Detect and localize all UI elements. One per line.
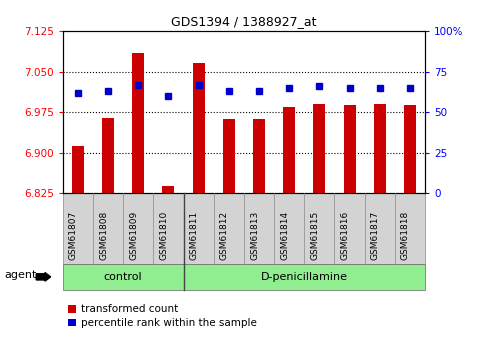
Bar <box>223 119 235 193</box>
Text: GSM61807: GSM61807 <box>69 211 78 260</box>
Text: percentile rank within the sample: percentile rank within the sample <box>81 318 257 327</box>
Text: agent: agent <box>5 270 37 280</box>
Bar <box>343 105 355 193</box>
Text: GSM61818: GSM61818 <box>401 211 410 260</box>
Text: GSM61815: GSM61815 <box>311 211 319 260</box>
Text: D-penicillamine: D-penicillamine <box>261 272 348 282</box>
Text: GSM61810: GSM61810 <box>159 211 169 260</box>
Bar <box>253 119 265 193</box>
Bar <box>404 105 416 193</box>
Bar <box>313 104 326 193</box>
Text: GSM61811: GSM61811 <box>190 211 199 260</box>
Text: GSM61813: GSM61813 <box>250 211 259 260</box>
Bar <box>132 53 144 193</box>
Bar <box>162 186 174 193</box>
Title: GDS1394 / 1388927_at: GDS1394 / 1388927_at <box>171 16 317 29</box>
Text: GSM61809: GSM61809 <box>129 211 138 260</box>
Bar <box>102 118 114 193</box>
Text: GSM61808: GSM61808 <box>99 211 108 260</box>
Bar <box>283 107 295 193</box>
Text: GSM61817: GSM61817 <box>371 211 380 260</box>
Text: control: control <box>104 272 142 282</box>
Text: GSM61812: GSM61812 <box>220 211 229 260</box>
Bar <box>374 104 386 193</box>
Text: transformed count: transformed count <box>81 304 178 314</box>
Text: GSM61816: GSM61816 <box>341 211 350 260</box>
Text: GSM61814: GSM61814 <box>280 211 289 260</box>
Bar <box>72 146 84 193</box>
Bar <box>193 63 205 193</box>
